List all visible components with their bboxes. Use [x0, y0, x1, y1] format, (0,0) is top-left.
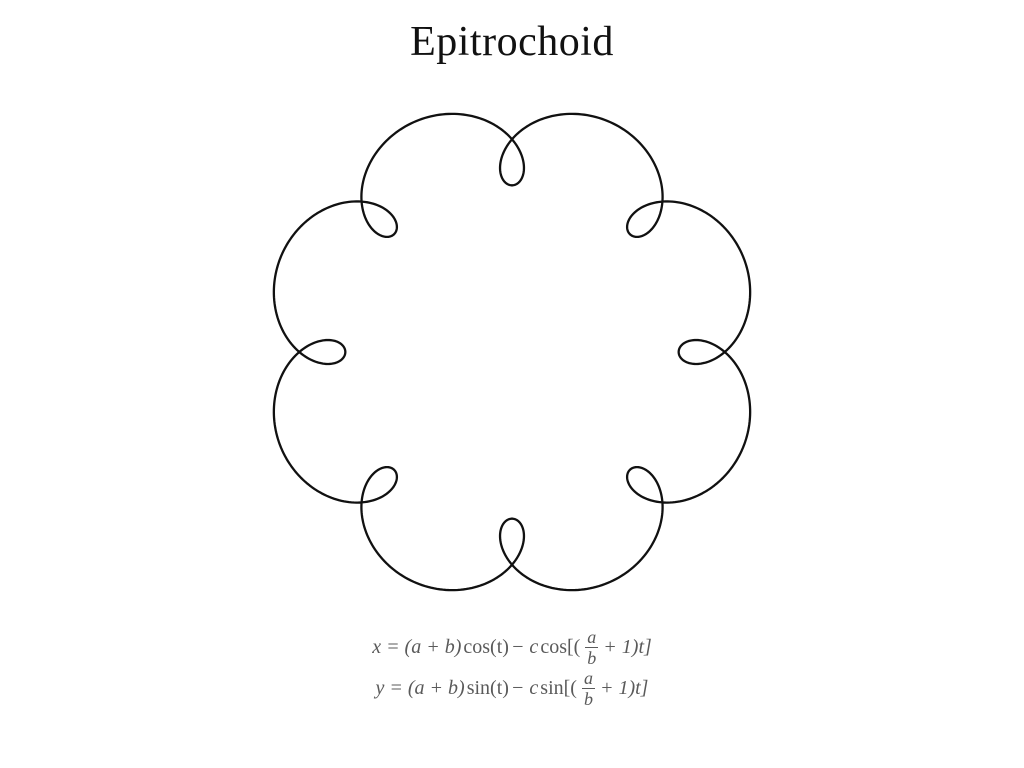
eq-cos-open: cos[( — [540, 637, 580, 658]
curve-plot — [232, 72, 792, 632]
eq-minus-c: − c — [511, 637, 538, 658]
fraction-num-2: a — [582, 669, 595, 688]
figure-title: Epitrochoid — [410, 18, 614, 66]
equation-y: y = (a + b) sin(t) − c sin[( a b + 1)t] — [372, 669, 652, 708]
eq-x-lead: x = (a + b) — [372, 637, 461, 658]
eq-minus-c-2: − c — [511, 678, 538, 699]
parametric-equations: x = (a + b) cos(t) − c cos[( a b + 1)t] … — [372, 626, 652, 710]
eq-sin-open: sin[( — [540, 678, 577, 699]
equation-x: x = (a + b) cos(t) − c cos[( a b + 1)t] — [372, 628, 652, 667]
fraction-a-over-b-2: a b — [582, 669, 595, 708]
fraction-den-2: b — [582, 688, 595, 708]
eq-tail-2: + 1)t] — [600, 678, 649, 699]
eq-tail: + 1)t] — [603, 637, 652, 658]
eq-cos-t: cos(t) — [463, 637, 509, 658]
eq-sin-t: sin(t) — [467, 678, 509, 699]
figure-container: Epitrochoid x = (a + b) cos(t) − c cos[(… — [0, 0, 1024, 768]
fraction-den: b — [585, 647, 598, 667]
epitrochoid-path — [274, 114, 750, 590]
fraction-a-over-b: a b — [585, 628, 598, 667]
epitrochoid-svg — [232, 72, 792, 632]
eq-y-lead: y = (a + b) — [376, 678, 465, 699]
